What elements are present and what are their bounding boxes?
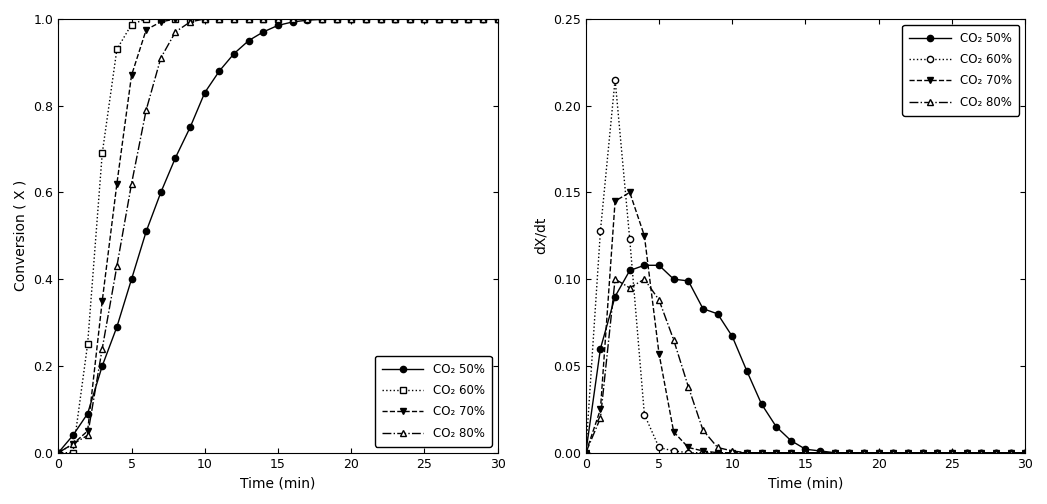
- X-axis label: Time (min): Time (min): [767, 476, 843, 490]
- X-axis label: Time (min): Time (min): [241, 476, 316, 490]
- Y-axis label: dX/dt: dX/dt: [533, 217, 548, 255]
- Legend: CO₂ 50%, CO₂ 60%, CO₂ 70%, CO₂ 80%: CO₂ 50%, CO₂ 60%, CO₂ 70%, CO₂ 80%: [903, 25, 1020, 116]
- Y-axis label: Conversion ( X ): Conversion ( X ): [14, 180, 28, 291]
- Legend: CO₂ 50%, CO₂ 60%, CO₂ 70%, CO₂ 80%: CO₂ 50%, CO₂ 60%, CO₂ 70%, CO₂ 80%: [375, 356, 492, 447]
